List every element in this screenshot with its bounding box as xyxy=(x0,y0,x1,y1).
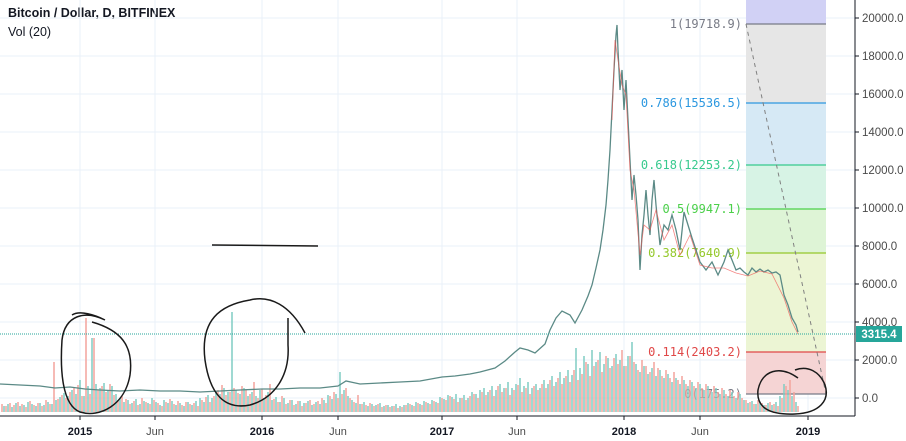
time-tick: 2019 xyxy=(796,426,820,438)
price-tick: 18000.0 xyxy=(862,51,904,63)
price-tick: 8000.0 xyxy=(862,241,897,253)
time-tick: 2015 xyxy=(68,426,92,438)
price-tick: 14000.0 xyxy=(862,127,904,139)
drawn-circle-2018 xyxy=(757,367,827,415)
fib-level-0382: 0.382(7640.9) xyxy=(648,246,742,260)
time-tick: 2017 xyxy=(430,426,454,438)
price-axis[interactable]: 20000.0 18000.0 16000.0 14000.0 12000.0 … xyxy=(854,0,904,416)
drawn-circle-2016 xyxy=(203,298,306,407)
time-tick: 2016 xyxy=(250,426,274,438)
fibonacci-retracement[interactable]: 1(19718.9) 0.786(15536.5) 0.618(12253.2)… xyxy=(641,0,827,401)
current-price-badge xyxy=(856,326,902,342)
time-tick: Jun xyxy=(329,426,347,438)
fib-level-1: 1(19718.9) xyxy=(670,17,742,31)
time-tick: Jun xyxy=(691,426,709,438)
volume-indicator-label[interactable]: Vol (20) xyxy=(8,25,52,39)
symbol-title: Bitcoin / Dollar, D, BITFINEX xyxy=(8,6,176,20)
time-tick: Jun xyxy=(146,426,164,438)
drawn-horizontal-line xyxy=(211,244,319,247)
time-axis[interactable]: 2015 Jun 2016 Jun 2017 Jun 2018 Jun 2019 xyxy=(0,415,855,438)
price-series[interactable] xyxy=(0,24,799,393)
fib-level-05: 0.5(9947.1) xyxy=(663,202,742,216)
volume-bars xyxy=(1,312,799,412)
price-tick: 16000.0 xyxy=(862,89,904,101)
price-tick: 20000.0 xyxy=(862,13,904,25)
price-tick: 0.0 xyxy=(862,393,878,405)
fib-level-0114: 0.114(2403.2) xyxy=(648,345,742,359)
price-tick: 10000.0 xyxy=(862,203,904,215)
time-tick: Jun xyxy=(508,426,526,438)
drawn-circle-2015 xyxy=(60,312,132,415)
hand-drawn-annotations[interactable] xyxy=(60,244,827,415)
time-tick: 2018 xyxy=(612,426,636,438)
price-tick: 12000.0 xyxy=(862,165,904,177)
price-tick: 6000.0 xyxy=(862,279,897,291)
current-price-value: 3315.4 xyxy=(861,329,897,341)
fib-level-0618: 0.618(12253.2) xyxy=(641,158,742,172)
fib-level-0786: 0.786(15536.5) xyxy=(641,96,742,110)
price-tick: 2000.0 xyxy=(862,355,897,367)
